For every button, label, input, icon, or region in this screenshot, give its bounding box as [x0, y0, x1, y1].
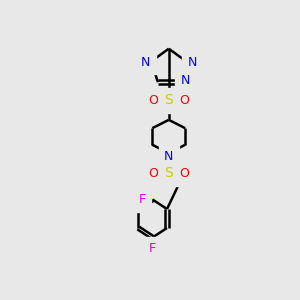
Text: O: O — [179, 167, 189, 180]
Text: F: F — [139, 193, 146, 206]
Text: O: O — [179, 94, 189, 107]
Text: F: F — [149, 242, 156, 255]
Text: O: O — [148, 94, 158, 107]
Text: N: N — [164, 150, 173, 163]
Text: O: O — [148, 167, 158, 180]
Text: N: N — [181, 74, 190, 88]
Text: S: S — [164, 93, 173, 107]
Text: N: N — [188, 56, 197, 69]
Text: S: S — [164, 166, 173, 180]
Text: N: N — [141, 56, 150, 69]
